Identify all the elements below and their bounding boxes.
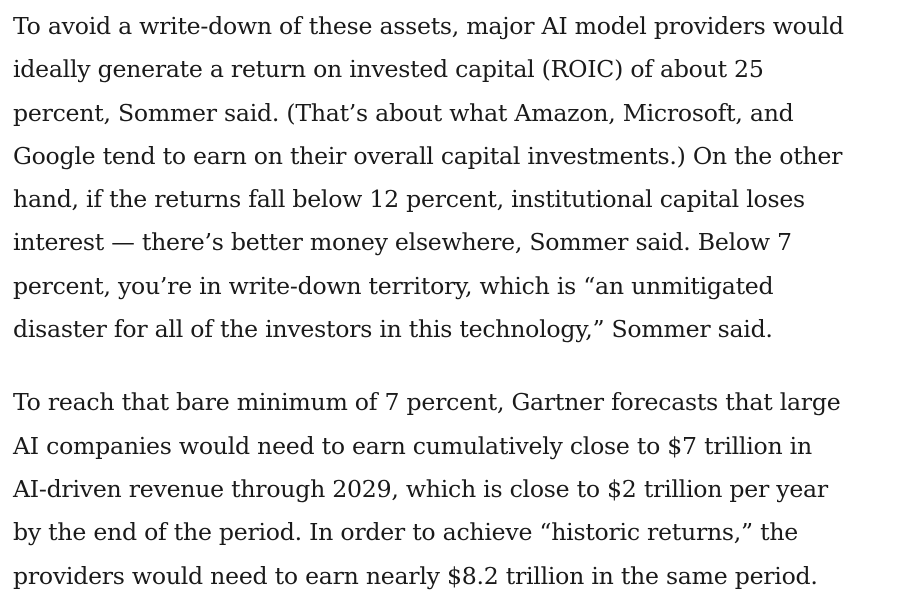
paragraph-line: ideally generate a return on invested ca…: [13, 55, 764, 84]
paragraph-line: hand, if the returns fall below 12 perce…: [13, 185, 805, 214]
article-paragraph-2: To reach that bare minimum of 7 percent,…: [13, 381, 913, 597]
paragraph-line: disaster for all of the investors in thi…: [13, 315, 773, 344]
article-paragraph-1: To avoid a write-down of these assets, m…: [13, 5, 913, 351]
paragraph-line: providers would need to earn nearly $8.2…: [13, 561, 818, 590]
paragraph-line: To avoid a write-down of these assets, m…: [13, 12, 844, 40]
paragraph-line: by the end of the period. In order to ac…: [13, 518, 798, 547]
paragraph-line: interest — there’s better money elsewher…: [13, 228, 792, 257]
paragraph-line: To reach that bare minimum of 7 percent,…: [13, 388, 841, 417]
paragraph-line: Google tend to earn on their overall cap…: [13, 141, 843, 170]
paragraph-line: AI-driven revenue through 2029, which is…: [13, 474, 828, 503]
article-body: To avoid a write-down of these assets, m…: [13, 5, 913, 598]
paragraph-line: percent, you’re in write-down territory,…: [13, 271, 774, 300]
paragraph-line: percent, Sommer said. (That’s about what…: [13, 98, 794, 127]
paragraph-line: AI companies would need to earn cumulati…: [13, 431, 812, 460]
